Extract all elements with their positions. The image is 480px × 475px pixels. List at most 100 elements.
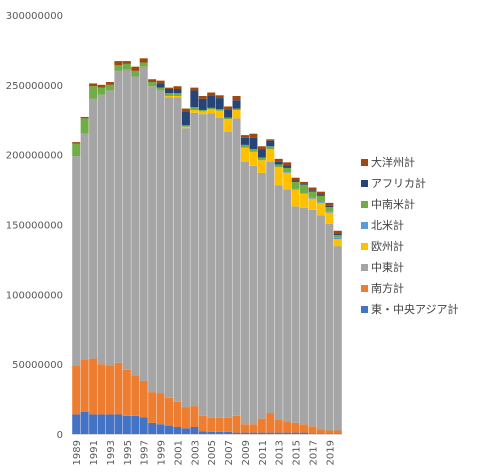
- x-tick-label: 1995: [123, 440, 134, 465]
- bar-segment: [131, 70, 140, 77]
- bar-segment: [316, 429, 325, 434]
- bar-segment: [215, 98, 224, 110]
- bar-segment: [232, 415, 241, 433]
- bar-segment: [114, 61, 123, 66]
- bar-segment: [308, 187, 317, 191]
- bar-segment: [198, 431, 207, 434]
- bar-segment: [114, 362, 123, 415]
- bar-segment: [266, 161, 275, 414]
- bar-segment: [300, 193, 309, 208]
- y-tick-label: 250000000: [6, 81, 63, 92]
- bar-segment: [240, 161, 249, 425]
- bar-segment: [190, 90, 199, 108]
- legend-swatch: [361, 201, 368, 208]
- bar-segment: [333, 233, 342, 235]
- bar-segment: [207, 92, 216, 96]
- bar-segment: [80, 411, 89, 434]
- bar-segment: [291, 177, 300, 181]
- legend-swatch: [361, 159, 368, 166]
- bar-segment: [190, 87, 199, 91]
- bar-segment: [274, 164, 283, 168]
- bar-segment: [72, 143, 81, 157]
- bar-segment: [80, 118, 89, 134]
- y-tick-label: 200000000: [6, 151, 63, 162]
- bar-segment: [325, 202, 334, 206]
- x-tick-label: 2013: [275, 440, 286, 465]
- legend-swatch: [361, 306, 368, 313]
- bar-segment: [249, 165, 258, 425]
- x-tick-label: 2011: [258, 440, 269, 465]
- bar-segment: [283, 172, 292, 190]
- bar-segment: [274, 185, 283, 421]
- bar-segment: [173, 97, 182, 402]
- bar-segment: [165, 425, 174, 434]
- bar-segment: [266, 146, 275, 150]
- bar-segment: [156, 393, 165, 425]
- bar-segment: [131, 415, 140, 434]
- bar-segment: [232, 432, 241, 434]
- legend-label: 北米計: [371, 218, 404, 232]
- bar-segment: [325, 430, 334, 434]
- bar-segment: [181, 126, 190, 129]
- bar-segment: [215, 417, 224, 432]
- bar-segment: [325, 211, 334, 213]
- bar-segment: [181, 108, 190, 112]
- bar-segment: [232, 108, 241, 110]
- bar-segment: [283, 172, 292, 173]
- bar-segment: [266, 413, 275, 433]
- bar-segment: [105, 90, 114, 366]
- legend-swatch: [361, 180, 368, 187]
- x-tick-label: 1989: [72, 440, 83, 465]
- x-axis: 1989 1991 1993 1995 1997 1999 2001 2003 2005 2007…: [72, 440, 336, 465]
- bar-segment: [300, 181, 309, 184]
- bar-segment: [257, 146, 266, 150]
- bar-segment: [190, 107, 199, 110]
- bar-segment: [156, 424, 165, 434]
- y-tick-label: 0: [57, 430, 63, 441]
- bar-segment: [283, 432, 292, 434]
- bar-segment: [232, 109, 241, 119]
- bar-segment: [300, 184, 309, 194]
- bar-segment: [333, 237, 342, 240]
- bar-segment: [105, 365, 114, 415]
- bar-segment: [165, 97, 174, 398]
- bar-segment: [333, 246, 342, 431]
- bar-segment: [148, 82, 157, 87]
- bar-segment: [105, 414, 114, 434]
- bar-segment: [173, 96, 182, 98]
- bar-segment: [181, 111, 190, 126]
- bar-segment: [232, 100, 241, 109]
- bar-segment: [257, 418, 266, 433]
- legend-label: アフリカ計: [371, 176, 426, 190]
- bar-segment: [333, 234, 342, 238]
- bar-segment: [156, 80, 165, 84]
- bar-segment: [266, 140, 275, 147]
- legend-label: 大洋州計: [371, 155, 415, 169]
- bar-segment: [308, 426, 317, 434]
- bar-segment: [249, 133, 258, 138]
- y-tick-label: 150000000: [6, 221, 63, 232]
- bar-segment: [291, 180, 300, 182]
- y-tick-label: 50000000: [12, 360, 63, 371]
- bar-segment: [156, 87, 165, 91]
- bar-segment: [249, 137, 258, 150]
- x-tick-label: 2001: [173, 440, 184, 465]
- bar-segment: [173, 93, 182, 96]
- bar-segment: [300, 193, 309, 194]
- bar-segment: [257, 160, 266, 173]
- bar-segment: [114, 414, 123, 434]
- bar-segment: [215, 117, 224, 418]
- bar-segment: [291, 188, 300, 190]
- x-tick-label: 2017: [308, 440, 319, 465]
- bar-segment: [291, 189, 300, 207]
- bar-segment: [274, 432, 283, 434]
- bar-segment: [316, 215, 325, 430]
- bar-segment: [300, 432, 309, 434]
- bar-segment: [105, 84, 114, 91]
- bar-segment: [325, 205, 334, 208]
- bar-segment: [72, 156, 81, 366]
- bar-segment: [316, 194, 325, 196]
- legend-swatch: [361, 264, 368, 271]
- y-tick-label: 100000000: [6, 290, 63, 301]
